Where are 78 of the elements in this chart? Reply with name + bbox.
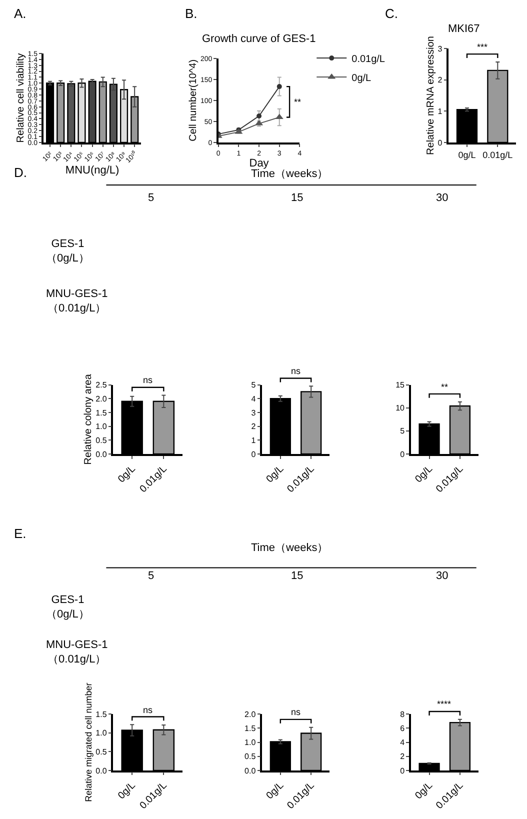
y-tick-label: 2 bbox=[438, 76, 443, 85]
text: MNU-GES-1 （0.01g/L） bbox=[46, 288, 108, 314]
x-tick-label: 0.01g/L bbox=[482, 150, 513, 160]
y-tick-label: 0.0 bbox=[96, 450, 108, 459]
text: ns bbox=[291, 366, 302, 376]
y-tick-label: 0.0 bbox=[96, 766, 108, 776]
y-tick-label: 1.0 bbox=[244, 738, 256, 748]
annotation: ns bbox=[143, 375, 154, 385]
y-axis-title: Cell number(10^4) bbox=[188, 59, 200, 142]
x-tick-label: 0g/L bbox=[413, 463, 436, 486]
text: E. bbox=[14, 526, 26, 541]
x-tick-label: 0g/L bbox=[116, 463, 138, 486]
y-axis-title: Relative cell viability bbox=[15, 53, 26, 143]
y-tick-label: 8 bbox=[400, 710, 406, 719]
y-tick-label: 0.5 bbox=[244, 752, 256, 762]
y-tick-label: 0 bbox=[400, 766, 406, 776]
y-tick-label: 1 bbox=[438, 106, 443, 116]
x-axis-title: Day bbox=[249, 158, 270, 170]
y-tick-label: 0 bbox=[251, 450, 256, 459]
y-tick-label: 10 bbox=[396, 404, 406, 413]
y-tick-label: 2.0 bbox=[244, 710, 256, 719]
annotation: ** bbox=[294, 97, 302, 107]
y-tick-label: 5 bbox=[400, 426, 406, 436]
y-tick-label: 2.0 bbox=[96, 394, 108, 404]
text: Time（weeks） bbox=[251, 542, 328, 554]
y-tick-label: 4 bbox=[400, 738, 406, 748]
text: C. bbox=[385, 6, 398, 21]
y-axis-title: Relative colony area bbox=[83, 374, 94, 465]
text: GES-1 （0g/L） bbox=[46, 594, 90, 620]
text: D. bbox=[14, 165, 27, 180]
y-tick-label: 1.0 bbox=[96, 728, 108, 738]
chart-title: Growth curve of GES-1 bbox=[202, 33, 316, 45]
y-tick-label: 2.5 bbox=[96, 380, 108, 390]
y-tick-label: 1.5 bbox=[96, 408, 108, 418]
y-axis-title: Relative migrated cell number bbox=[84, 682, 94, 802]
y-tick-label: 0 bbox=[438, 138, 443, 148]
text: B. bbox=[185, 6, 198, 21]
annotation: *** bbox=[477, 42, 488, 52]
y-tick-label: 0 bbox=[400, 450, 406, 459]
y-tick-label: 15 bbox=[396, 380, 406, 390]
y-tick-label: 3 bbox=[251, 408, 256, 418]
x-tick-label: 0g/L bbox=[264, 463, 286, 486]
y-tick-label: 2 bbox=[251, 422, 256, 432]
x-axis-title: MNU(ng/L) bbox=[65, 164, 120, 176]
text: 30 bbox=[436, 192, 448, 204]
y-tick-label: 4 bbox=[251, 394, 256, 404]
y-tick-label: 1.5 bbox=[244, 724, 256, 733]
annotation: ** bbox=[441, 382, 448, 392]
x-tick-label: 0g/L bbox=[116, 780, 138, 802]
text: 15 bbox=[291, 192, 304, 204]
y-tick-label: 0.5 bbox=[96, 747, 108, 756]
text: **** bbox=[437, 699, 452, 709]
text: 5 bbox=[148, 192, 154, 204]
y-tick-label: 2 bbox=[400, 752, 406, 762]
y-tick-label: 0.0 bbox=[244, 766, 256, 776]
y-tick-label: 3 bbox=[438, 44, 443, 54]
text: 5 bbox=[148, 570, 154, 582]
text: MNU-GES-1 （0.01g/L） bbox=[46, 639, 108, 666]
text: A. bbox=[14, 6, 26, 21]
text: Time（weeks） bbox=[251, 168, 328, 180]
x-tick-label: 0g/L bbox=[413, 780, 436, 802]
y-tick-label: 0.5 bbox=[96, 436, 108, 445]
y-tick-label: 1.5 bbox=[96, 710, 108, 719]
x-tick-label: 0g/L bbox=[458, 150, 476, 160]
legend-label: 0g/L bbox=[352, 72, 372, 84]
text: GES-1 （0g/L） bbox=[46, 238, 90, 264]
y-tick-label: 5 bbox=[251, 380, 256, 390]
y-tick-label: 1.0 bbox=[96, 422, 108, 432]
text: 30 bbox=[436, 570, 448, 582]
legend-label: 0.01g/L bbox=[352, 54, 386, 65]
y-tick-label: 1 bbox=[251, 436, 256, 445]
y-axis-title: Relative mRNA expression bbox=[425, 36, 436, 155]
annotation: ns bbox=[143, 705, 154, 715]
chart-title: MKI67 bbox=[448, 23, 480, 35]
x-tick-label: 0g/L bbox=[264, 780, 286, 802]
y-tick-label: 6 bbox=[400, 724, 406, 733]
annotation: ns bbox=[291, 707, 302, 717]
text: 15 bbox=[291, 570, 304, 582]
